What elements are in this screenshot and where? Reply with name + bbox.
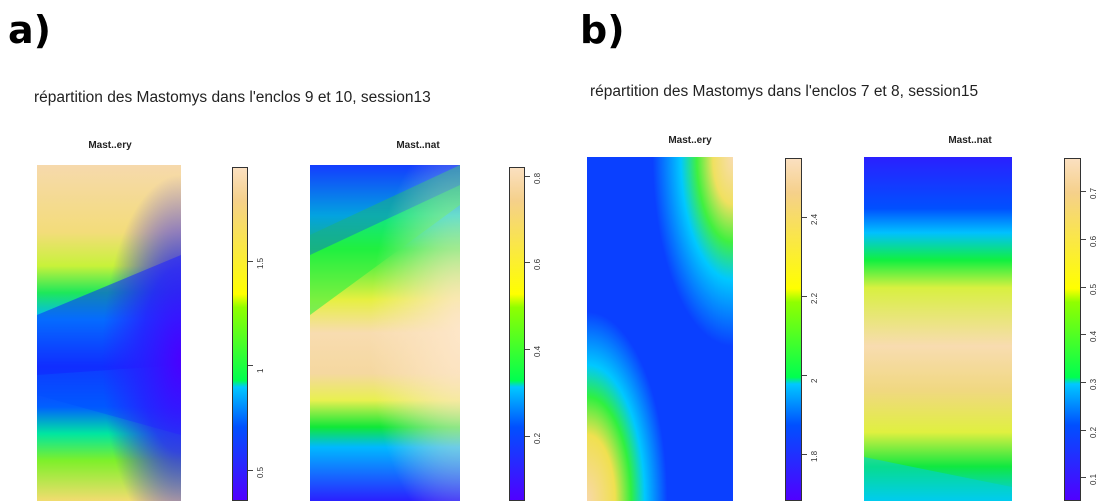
colorbar-tick-label: 0.3 bbox=[1089, 378, 1098, 390]
map-b2-colorbar bbox=[1064, 158, 1081, 501]
colorbar-tick bbox=[1081, 477, 1086, 479]
colorbar-tick-label: 1.8 bbox=[810, 450, 819, 462]
map-b1-colorbar bbox=[785, 158, 802, 501]
colorbar-tick-label: 0.4 bbox=[533, 346, 542, 358]
map-b1-title: Mast..ery bbox=[668, 135, 712, 146]
colorbar-tick bbox=[802, 217, 807, 219]
colorbar-tick-label: 0.5 bbox=[1089, 283, 1098, 295]
map-a2-heatmap bbox=[310, 165, 460, 501]
colorbar-tick-label: 0.4 bbox=[1089, 331, 1098, 343]
colorbar-tick-label: 0.7 bbox=[1089, 188, 1098, 200]
colorbar-tick-label: 0.1 bbox=[1089, 474, 1098, 486]
panel-label-a: a) bbox=[8, 8, 52, 52]
colorbar-tick-label: 1.5 bbox=[256, 257, 265, 269]
colorbar-tick bbox=[802, 453, 807, 455]
colorbar-tick bbox=[248, 365, 253, 367]
map-b2-title: Mast..nat bbox=[948, 135, 992, 146]
colorbar-tick bbox=[248, 469, 253, 471]
colorbar-tick bbox=[1081, 238, 1086, 240]
colorbar-tick bbox=[525, 349, 530, 351]
colorbar-tick bbox=[1081, 381, 1086, 383]
map-a1-title: Mast..ery bbox=[88, 140, 132, 151]
map-b2-heatmap bbox=[864, 157, 1012, 501]
map-a2-colorbar bbox=[509, 167, 525, 501]
map-b1-heatmap bbox=[587, 157, 733, 501]
colorbar-tick-label: 0.5 bbox=[256, 466, 265, 478]
colorbar-tick bbox=[525, 175, 530, 177]
colorbar-tick-label: 0.6 bbox=[533, 259, 542, 271]
colorbar-tick bbox=[1081, 334, 1086, 336]
colorbar-tick bbox=[525, 262, 530, 264]
colorbar-tick bbox=[248, 260, 253, 262]
colorbar-tick-label: 2 bbox=[810, 378, 819, 383]
panel-label-b: b) bbox=[580, 8, 625, 52]
colorbar-tick bbox=[1081, 286, 1086, 288]
colorbar-tick-label: 2.2 bbox=[810, 292, 819, 304]
colorbar-tick bbox=[1081, 191, 1086, 193]
colorbar-tick-label: 1 bbox=[256, 368, 265, 374]
colorbar-tick bbox=[802, 374, 807, 376]
colorbar-tick-label: 2.4 bbox=[810, 214, 819, 226]
map-a1-heatmap bbox=[37, 165, 181, 501]
panel-b-title: répartition des Mastomys dans l'enclos 7… bbox=[590, 83, 979, 100]
colorbar-tick-label: 0.6 bbox=[1089, 235, 1098, 247]
map-a2-title: Mast..nat bbox=[396, 140, 440, 151]
map-a1-colorbar bbox=[232, 167, 248, 501]
colorbar-tick bbox=[1081, 429, 1086, 431]
colorbar-tick-label: 0.2 bbox=[533, 432, 542, 444]
colorbar-tick-label: 0.8 bbox=[533, 172, 542, 184]
colorbar-tick bbox=[525, 435, 530, 437]
panel-a-title: répartition des Mastomys dans l'enclos 9… bbox=[34, 89, 431, 106]
colorbar-tick-label: 0.2 bbox=[1089, 426, 1098, 438]
colorbar-tick bbox=[802, 295, 807, 297]
